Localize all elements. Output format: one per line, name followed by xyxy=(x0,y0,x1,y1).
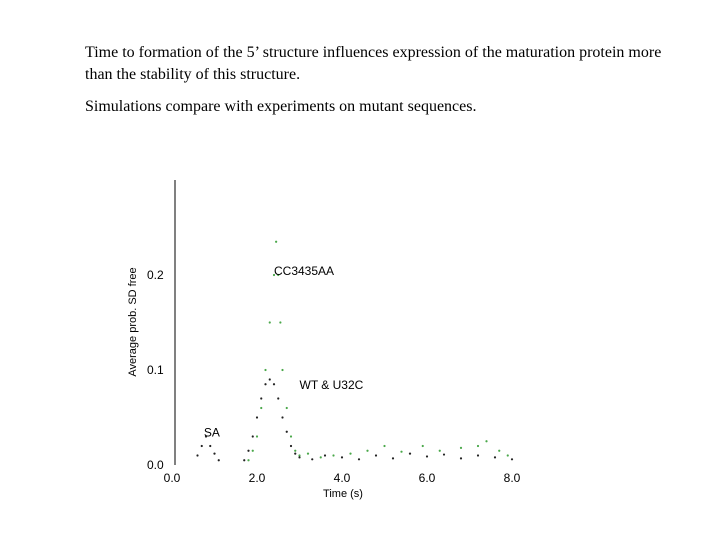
data-point xyxy=(243,459,246,462)
data-point xyxy=(272,383,276,386)
data-point xyxy=(281,416,284,419)
data-point xyxy=(268,378,271,381)
data-point xyxy=(264,368,267,372)
annotation-label: CC3435AA xyxy=(274,264,334,278)
y-tick-labels: 0.0 0.1 0.2 xyxy=(147,268,164,472)
data-point xyxy=(311,458,314,461)
y-tick-label: 0.1 xyxy=(147,363,164,377)
data-point xyxy=(442,453,446,456)
data-point xyxy=(476,444,480,448)
data-point xyxy=(196,454,199,457)
data-point xyxy=(204,435,208,438)
data-point xyxy=(459,446,463,449)
x-tick-label: 6.0 xyxy=(419,471,436,485)
y-tick-label: 0.2 xyxy=(147,268,164,282)
data-point xyxy=(319,456,322,459)
chart-annotations: CC3435AA WT & U32C SA xyxy=(204,264,364,440)
data-point xyxy=(400,450,403,453)
data-point xyxy=(255,416,259,419)
data-point xyxy=(272,273,276,277)
data-point xyxy=(275,240,278,243)
x-tick-label: 8.0 xyxy=(504,471,521,485)
data-point xyxy=(332,454,335,457)
slide-paragraph-2: Simulations compare with experiments on … xyxy=(85,98,477,115)
data-points xyxy=(196,240,514,462)
data-point xyxy=(281,368,284,372)
data-point xyxy=(506,454,509,457)
x-tick-label: 4.0 xyxy=(334,471,351,485)
data-point xyxy=(383,444,386,448)
y-tick-label: 0.0 xyxy=(147,458,164,472)
data-point xyxy=(438,449,441,452)
data-point xyxy=(285,430,288,433)
data-point xyxy=(217,459,220,462)
data-point xyxy=(277,397,280,400)
annotation-label: WT & U32C xyxy=(300,378,364,392)
slide-paragraph-1: Time to formation of the 5’ structure in… xyxy=(85,44,662,83)
x-tick-label: 2.0 xyxy=(249,471,266,485)
data-point xyxy=(247,449,250,452)
data-point xyxy=(277,273,280,277)
y-axis-label: Average prob. SD free xyxy=(127,267,139,376)
data-point xyxy=(260,406,263,410)
x-axis-label: Time (s) xyxy=(323,488,363,500)
data-point xyxy=(391,457,395,460)
data-point xyxy=(251,435,254,438)
data-point xyxy=(294,452,297,455)
annotation-label: SA xyxy=(204,426,220,440)
data-point xyxy=(260,397,263,400)
data-point xyxy=(285,406,288,410)
data-point xyxy=(485,440,488,443)
data-point xyxy=(476,454,480,457)
x-tick-labels: 0.0 2.0 4.0 6.0 8.0 xyxy=(164,471,521,485)
data-point xyxy=(357,458,361,461)
data-point xyxy=(289,435,293,438)
data-point xyxy=(498,449,501,452)
data-point xyxy=(200,444,203,448)
data-point xyxy=(421,444,424,448)
data-point xyxy=(298,454,301,457)
data-point xyxy=(323,454,327,457)
data-point xyxy=(366,449,369,452)
data-point xyxy=(298,456,301,459)
data-point xyxy=(408,452,412,455)
data-point xyxy=(349,452,352,455)
data-point xyxy=(374,454,378,457)
data-point xyxy=(510,458,514,461)
data-point xyxy=(264,383,267,386)
data-point xyxy=(209,444,212,448)
data-point xyxy=(213,452,216,455)
data-point xyxy=(247,459,250,462)
data-point xyxy=(289,444,293,448)
x-tick-label: 0.0 xyxy=(164,471,181,485)
data-point xyxy=(340,456,344,459)
data-point xyxy=(425,455,429,458)
data-point xyxy=(279,321,282,324)
data-point xyxy=(493,456,497,459)
data-point xyxy=(459,457,463,460)
data-point xyxy=(294,449,297,452)
data-point xyxy=(255,435,259,438)
data-point xyxy=(268,321,271,324)
data-point xyxy=(251,449,254,452)
data-point xyxy=(306,452,310,455)
